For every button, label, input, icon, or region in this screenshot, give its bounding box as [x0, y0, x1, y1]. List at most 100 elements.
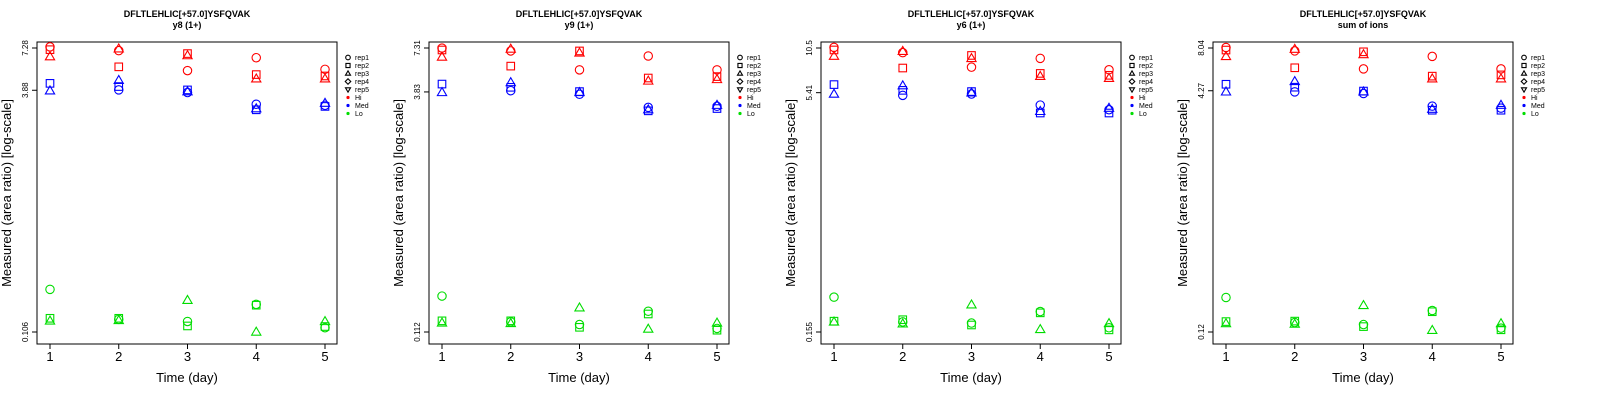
data-point-hi [711, 73, 723, 84]
legend-label: Lo [1531, 111, 1539, 118]
legend-label: Lo [355, 111, 363, 118]
legend-triangle-up-icon [1128, 69, 1136, 76]
legend-triangle-down-icon [1128, 87, 1136, 94]
data-point-hi [1035, 53, 1046, 64]
data-point-hi [574, 65, 585, 75]
data-point-hi [251, 52, 262, 63]
data-point-hi [1427, 51, 1438, 62]
data-point-hi [897, 45, 909, 55]
data-point-med [1357, 85, 1370, 96]
data-point-hi [114, 62, 124, 72]
data-point-med [1496, 105, 1506, 115]
data-point-hi [1221, 45, 1231, 55]
y-tick-label: 4.27 [1197, 82, 1206, 98]
data-point-lo [1103, 317, 1115, 328]
data-point-hi [45, 42, 55, 52]
y-axis-label: Measured (area ratio) [log-scale] [0, 99, 14, 287]
x-tick-label: 3 [968, 349, 975, 364]
data-point-hi [1221, 42, 1231, 53]
data-point-lo [45, 313, 55, 323]
y-tick-label: 3.83 [413, 84, 422, 100]
y-tick-label: 10.5 [805, 40, 814, 56]
y-axis-label: Measured (area ratio) [log-scale] [392, 99, 406, 287]
data-point-lo [1034, 323, 1046, 334]
x-tick-label: 1 [1222, 349, 1229, 364]
data-point-med [181, 85, 194, 96]
data-point-med [829, 80, 839, 89]
x-axis-label: Time (day) [156, 370, 218, 385]
data-point-med [711, 99, 723, 109]
data-point-lo [1289, 318, 1301, 328]
data-point-lo [575, 322, 584, 332]
data-point-hi [506, 46, 516, 56]
data-point-hi [181, 49, 194, 60]
y-axis-label: Measured (area ratio) [log-scale] [1176, 99, 1190, 287]
data-point-lo [1358, 319, 1369, 330]
data-point-hi [643, 51, 654, 61]
x-tick-label: 5 [321, 349, 328, 364]
data-point-lo [181, 294, 194, 304]
legend-hi-dot-icon [1130, 95, 1134, 100]
data-point-lo [320, 322, 330, 331]
data-point-hi [250, 72, 262, 83]
data-point-hi [712, 72, 722, 81]
data-point-hi [1035, 69, 1045, 78]
y-tick-label: 8.04 [1197, 40, 1206, 56]
legend-circle-icon [345, 54, 351, 61]
data-point-hi [45, 45, 55, 55]
x-tick-label: 1 [46, 349, 53, 364]
chart-title: DFLTLEHLIC[+57.0]YSFQVAK [908, 9, 1035, 19]
data-point-hi [898, 47, 908, 58]
data-point-med [897, 79, 909, 90]
x-tick-label: 4 [645, 349, 652, 364]
chart-subtitle: y9 (1+) [565, 20, 594, 30]
legend-med-dot-icon [346, 103, 350, 108]
legend-label: rep4 [1139, 79, 1153, 86]
legend-label: rep4 [747, 79, 761, 86]
data-point-lo [44, 315, 56, 325]
legend-square-icon [1521, 62, 1527, 69]
data-point-hi [1496, 70, 1506, 80]
x-axis-label: Time (day) [548, 370, 610, 385]
x-axis-label: Time (day) [1332, 370, 1394, 385]
data-point-hi [1495, 72, 1507, 83]
data-point-med [898, 86, 908, 95]
data-point-hi [1290, 46, 1300, 56]
legend-label: rep5 [1531, 87, 1545, 94]
legend-triangle-down-icon [736, 87, 744, 94]
x-tick-label: 5 [713, 349, 720, 364]
data-point-lo [898, 315, 908, 325]
legend-lo-dot-icon [346, 111, 350, 116]
data-point-lo [573, 301, 586, 312]
legend-label: rep2 [355, 63, 369, 70]
data-point-lo [574, 319, 585, 330]
data-point-med [436, 86, 448, 97]
legend-label: Med [747, 103, 761, 110]
data-point-hi [319, 72, 331, 83]
data-point-lo [1359, 322, 1368, 331]
chart-title: DFLTLEHLIC[+57.0]YSFQVAK [516, 9, 643, 19]
x-tick-label: 5 [1497, 349, 1504, 364]
data-point-med [250, 102, 262, 113]
chart-subtitle: y8 (1+) [173, 20, 202, 30]
data-point-med [1035, 100, 1046, 110]
data-point-hi [1034, 70, 1046, 80]
legend-hi-dot-icon [738, 95, 742, 100]
legend-lo-dot-icon [738, 111, 742, 116]
legend-label: rep1 [747, 55, 761, 62]
legend-label: Hi [1531, 95, 1538, 102]
legend-label: rep1 [1531, 55, 1545, 62]
data-point-med [1290, 87, 1300, 97]
data-point-lo [45, 284, 55, 295]
data-point-med [1290, 82, 1300, 92]
data-point-hi [643, 73, 653, 83]
data-point-hi [573, 46, 586, 57]
data-point-lo [643, 306, 654, 316]
data-point-hi [436, 51, 448, 61]
data-point-lo [897, 317, 909, 328]
data-point-lo [1220, 317, 1232, 328]
data-point-hi [1358, 64, 1369, 74]
legend-triangle-down-icon [344, 87, 352, 94]
